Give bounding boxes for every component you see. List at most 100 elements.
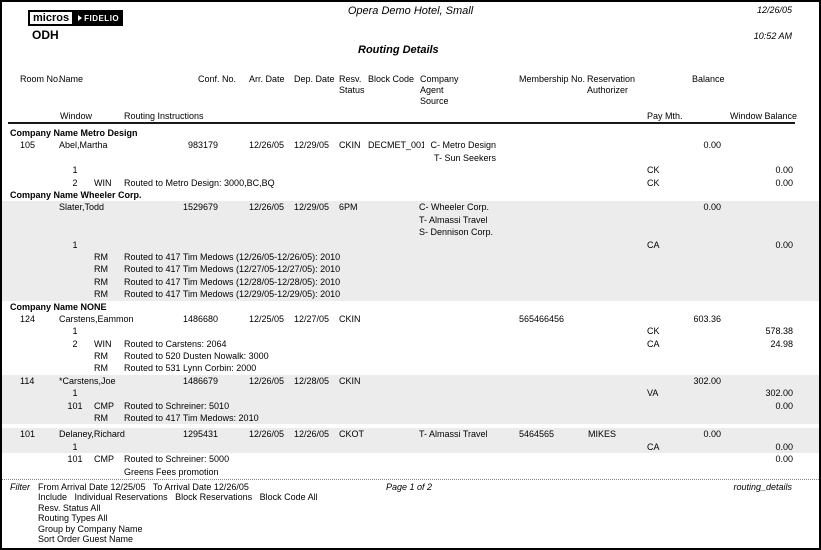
reservation-row: Slater,Todd 1529679 12/26/05 12/29/05 6PM C- …: [2, 201, 819, 239]
cell-balance: 0.00: [703, 140, 721, 151]
cell-routing-type: CMP: [94, 454, 114, 465]
col-header-resv-status-2: Status: [339, 85, 365, 95]
reservation-row: 101 Delaney,Richard 1295431 12/26/05 12/26/0…: [2, 428, 819, 441]
cell-window-balance: 0.00: [775, 454, 793, 465]
instruction-line: Routed to 417 Tim Medows: 2010: [124, 413, 259, 424]
cell-membership-no: 5464565: [519, 429, 555, 440]
col-header-source: Source: [420, 96, 449, 106]
cell-window-no: 101: [67, 454, 83, 465]
cell-balance: 0.00: [703, 202, 721, 213]
filter-line: Sort Order Guest Name: [38, 534, 134, 545]
window-routing-row: 1 CA 0.00: [2, 238, 819, 251]
cell-window-no: 1: [72, 326, 78, 337]
cell-authorizer: MIKES: [588, 429, 617, 440]
cell-routing-type: RM: [94, 276, 108, 287]
col-header-resv-status: Resv.: [339, 74, 362, 84]
cell-pay-method: CK: [647, 165, 660, 176]
cell-routing-type: WIN: [94, 338, 112, 349]
cell-pay-method: CK: [647, 177, 660, 188]
filter-label: Filter: [10, 482, 30, 492]
cell-window-no: 1: [72, 441, 78, 452]
window-routing-row: RM Routed to 417 Tim Medows (12/28/05-12/…: [2, 275, 819, 289]
reservation-row: 124 Carstens,Eammon 1486680 12/25/05 12/27/0…: [2, 313, 819, 325]
fidelio-logo-box: FIDELIO: [74, 10, 124, 26]
cell-window-balance: 24.98: [770, 338, 793, 349]
company-line: C- Metro Design: [430, 140, 496, 151]
filter-line: Include Individual Reservations Block Re…: [38, 492, 318, 503]
cell-window-no: 2: [72, 338, 78, 349]
col-header-name: Name: [59, 74, 84, 84]
reservation-row: 105 Abel,Martha 983179 12/26/05 12/29/05 CKIN…: [2, 139, 819, 164]
window-routing-row: 1 VA 302.00: [2, 387, 819, 400]
col-header-room-no: Room No.: [20, 74, 61, 84]
cell-room-no: 124: [20, 313, 36, 324]
cell-arr-date: 12/25/05: [249, 313, 285, 324]
col-header-routing-instructions: Routing Instructions: [124, 111, 204, 121]
cell-window-balance: 0.00: [775, 177, 793, 188]
col-header-conf-no: Conf. No.: [198, 74, 237, 84]
col-header-pay-mth: Pay Mth.: [647, 111, 683, 121]
instruction-line: Routed to 531 Lynn Corbin: 2000: [124, 363, 257, 374]
cell-window-no: 1: [72, 165, 78, 176]
reservation-row: 114 *Carstens,Joe 1486679 12/26/05 12/28/05 C…: [2, 374, 819, 388]
col-header-reservation-authorizer-2: Authorizer: [587, 85, 629, 95]
instruction-line: Routed to Metro Design: 3000,BC,BQ: [124, 177, 275, 188]
cell-pay-method: CK: [647, 326, 660, 337]
cell-dep-date: 12/29/05: [294, 140, 330, 151]
cell-routing-instruction: Routed to 417 Tim Medows (12/28/05-12/28…: [124, 276, 340, 288]
instruction-line: Routed to Schreiner: 5010: [124, 400, 230, 411]
window-routing-row: RM Routed to 417 Tim Medows: 2010: [2, 412, 819, 425]
window-routing-row: 101 CMP Routed to Schreiner: 5000 Greens Fe…: [2, 453, 819, 478]
chevron-icon: [78, 15, 83, 21]
cell-dep-date: 12/29/05: [294, 202, 330, 213]
report-file-name: routing_details: [733, 482, 792, 492]
cell-room-no: 114: [20, 375, 35, 386]
cell-pay-method: CA: [647, 239, 660, 250]
window-routing-row: 101 CMP Routed to Schreiner: 5010 0.00: [2, 399, 819, 413]
col-header-arr-date: Arr. Date: [249, 74, 285, 84]
cell-resv-status: CKIN: [339, 375, 361, 386]
cell-company-agent-source: C- Wheeler Corp. T- Almassi Travel S- Denn…: [419, 201, 496, 238]
col-header-block-code: Block Code: [368, 74, 415, 84]
group-header-row: Company Name Metro Design: [2, 127, 819, 139]
cell-company-agent-source: C- Metro Design T- Sun Seekers: [419, 139, 496, 164]
company-line: T- Almassi Travel: [419, 429, 488, 440]
cell-window-balance: 578.38: [765, 326, 793, 337]
cell-pay-method: CA: [647, 441, 660, 452]
header-separator-line: [8, 122, 795, 124]
cell-conf-no: 1486679: [182, 375, 218, 386]
cell-window-balance: 0.00: [775, 239, 793, 250]
instruction-line: Routed to Carstens: 2064: [124, 338, 227, 349]
report-title: Routing Details: [358, 44, 439, 56]
cell-arr-date: 12/26/05: [249, 375, 285, 386]
filter-line: Routing Types All: [38, 513, 108, 524]
cell-window-balance: 0.00: [775, 165, 793, 176]
cell-routing-type: RM: [94, 363, 108, 374]
cell-guest-name: Abel,Martha: [59, 140, 108, 151]
cell-routing-instruction: Routed to 531 Lynn Corbin: 2000: [124, 362, 256, 374]
cell-room-no: 105: [20, 140, 36, 151]
cell-resv-status: CKIN: [339, 313, 361, 324]
cell-balance: 603.36: [693, 313, 721, 324]
col-header-company: Company: [420, 74, 459, 84]
window-routing-row: RM Routed to 417 Tim Medows (12/27/05-12/…: [2, 263, 819, 276]
cell-block-code: DECMET_001: [368, 140, 424, 151]
cell-arr-date: 12/26/05: [249, 202, 285, 213]
cell-guest-name: Slater,Todd: [59, 202, 105, 213]
cell-dep-date: 12/28/05: [294, 375, 330, 386]
filter-lines: From Arrival Date 12/25/05 To Arrival Da…: [38, 482, 318, 544]
window-routing-row: 1 CK 578.38: [2, 325, 819, 337]
cell-routing-type: RM: [94, 251, 108, 262]
cell-balance: 0.00: [703, 429, 721, 440]
report-date: 12/26/05: [756, 5, 792, 15]
cell-routing-instruction: Routed to 417 Tim Medows (12/27/05-12/27…: [124, 263, 340, 275]
col-header-agent: Agent: [420, 85, 444, 95]
cell-routing-instruction: Routed to 417 Tim Medows (12/29/05-12/29…: [124, 288, 340, 300]
company-line: S- Dennison Corp.: [419, 227, 494, 238]
cell-pay-method: CA: [647, 338, 660, 349]
col-header-window-balance: Window Balance: [730, 111, 798, 121]
cell-routing-type: RM: [94, 289, 108, 300]
group-label: Company Name Wheeler Corp.: [10, 189, 142, 200]
filter-line: From Arrival Date 12/25/05 To Arrival Da…: [38, 482, 249, 492]
cell-conf-no: 1486680: [182, 313, 218, 324]
